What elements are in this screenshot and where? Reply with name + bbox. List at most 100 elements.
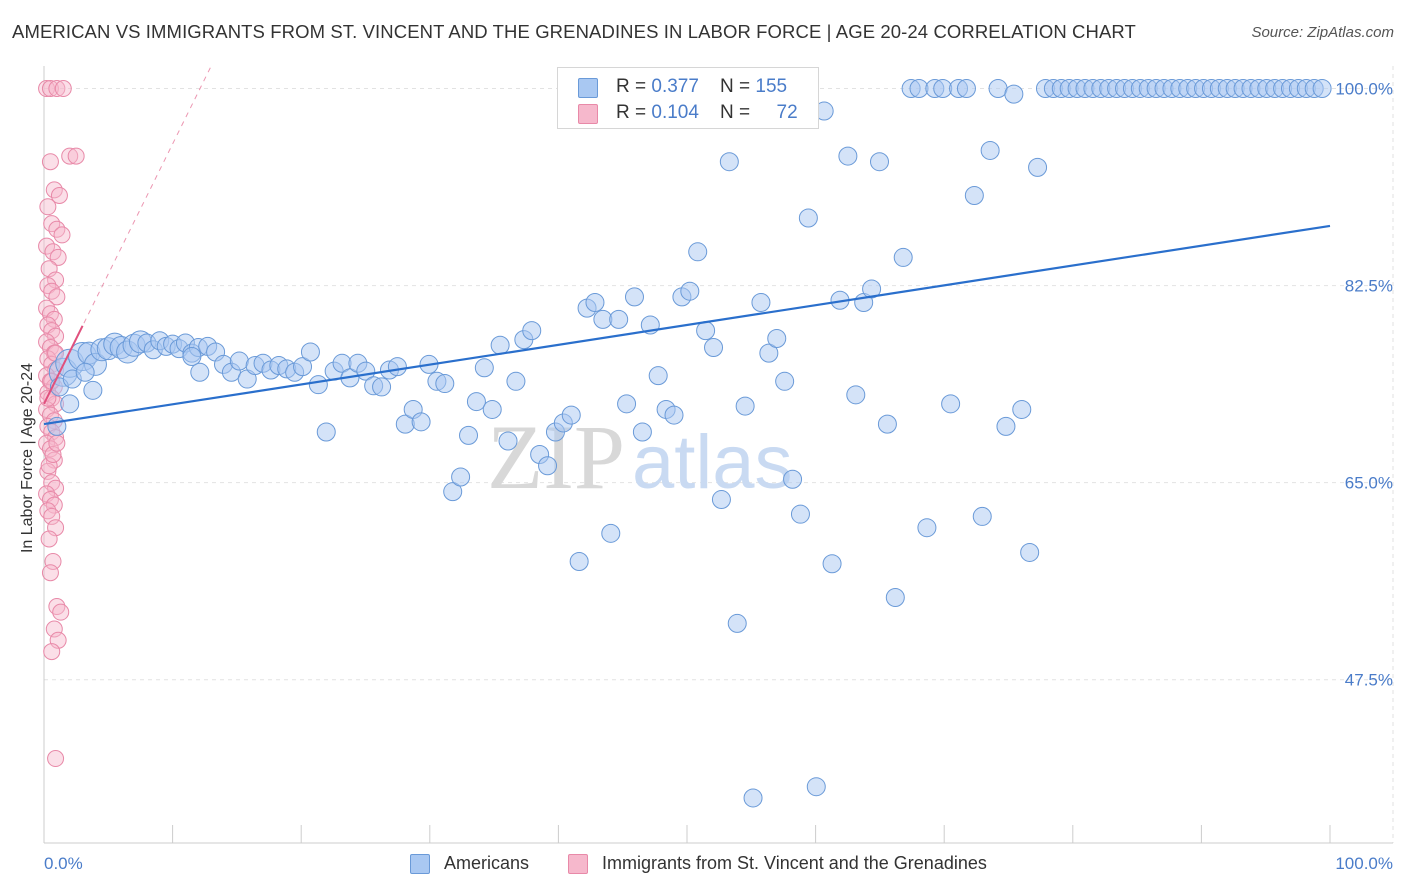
legend-n-label: N = xyxy=(720,76,756,97)
legend-r-label: R = xyxy=(616,102,652,123)
point-americans xyxy=(83,380,103,400)
legend-series: Americans Immigrants from St. Vincent an… xyxy=(0,852,1406,878)
point-immigrants xyxy=(44,552,62,570)
legend-r-value: 0.377 xyxy=(651,76,699,97)
point-immigrants xyxy=(38,237,56,255)
legend-r-label: R = xyxy=(616,76,652,97)
americans-points xyxy=(47,79,1332,808)
point-americans xyxy=(182,347,202,367)
point-americans xyxy=(806,777,826,797)
point-immigrants xyxy=(41,564,59,582)
point-americans xyxy=(846,385,866,405)
point-americans xyxy=(1020,542,1040,562)
y-axis-label: In Labor Force | Age 20-24 xyxy=(19,362,36,554)
point-americans xyxy=(775,371,795,391)
legend-r-value: 0.104 xyxy=(651,102,699,123)
point-americans xyxy=(751,292,771,312)
point-americans xyxy=(316,422,336,442)
point-americans xyxy=(735,396,755,416)
point-americans xyxy=(75,362,95,382)
point-americans xyxy=(680,281,700,301)
point-americans xyxy=(956,79,976,99)
point-americans xyxy=(885,588,905,608)
point-americans xyxy=(783,469,803,489)
y-tick-label: 47.5% xyxy=(1345,671,1393,690)
point-americans xyxy=(838,146,858,166)
legend-label-immigrants: Immigrants from St. Vincent and the Gren… xyxy=(602,853,987,873)
trend-line-immigrants xyxy=(43,325,84,405)
point-americans xyxy=(862,279,882,299)
point-americans xyxy=(1012,399,1032,419)
legend-text-americans: R = 0.377 N = 155 xyxy=(616,76,787,98)
point-americans xyxy=(411,412,431,432)
point-americans xyxy=(308,375,328,395)
point-americans xyxy=(443,482,463,502)
point-immigrants xyxy=(45,310,63,328)
point-americans xyxy=(593,309,613,329)
point-immigrants xyxy=(49,248,67,266)
point-immigrants xyxy=(44,446,62,463)
legend-text-immigrants: R = 0.104 N = 72 xyxy=(616,102,798,124)
y-tick-label: 82.5% xyxy=(1345,277,1393,296)
point-americans xyxy=(1312,79,1332,99)
point-immigrants xyxy=(48,288,66,306)
point-immigrants xyxy=(47,750,65,768)
legend-n-label: N = xyxy=(720,102,756,123)
point-americans xyxy=(877,414,897,434)
chart-title: AMERICAN VS IMMIGRANTS FROM ST. VINCENT … xyxy=(12,21,1136,42)
point-immigrants xyxy=(39,462,57,480)
source-note: Source: ZipAtlas.com xyxy=(1251,24,1394,41)
point-americans xyxy=(933,79,953,99)
point-immigrants xyxy=(40,530,58,548)
point-americans xyxy=(387,357,407,377)
point-americans xyxy=(451,467,471,487)
point-immigrants xyxy=(40,457,58,475)
point-americans xyxy=(498,431,518,451)
point-americans xyxy=(822,554,842,574)
point-americans xyxy=(798,208,818,228)
point-immigrants xyxy=(53,226,71,244)
point-americans xyxy=(648,366,668,386)
trend-lines xyxy=(43,65,1331,426)
point-immigrants xyxy=(52,603,70,621)
point-americans xyxy=(664,405,684,425)
point-immigrants xyxy=(50,187,68,204)
point-americans xyxy=(996,416,1016,436)
point-americans xyxy=(790,504,810,524)
point-americans xyxy=(190,362,210,382)
point-americans xyxy=(696,321,716,341)
point-americans xyxy=(869,152,889,172)
point-americans xyxy=(1028,157,1048,177)
point-americans xyxy=(711,490,731,510)
point-americans xyxy=(727,613,747,633)
legend-label-americans: Americans xyxy=(444,853,530,873)
point-americans xyxy=(372,377,392,397)
point-americans xyxy=(601,523,621,543)
x-tick-label: 100.0% xyxy=(1335,854,1393,873)
point-americans xyxy=(1004,84,1024,104)
point-americans xyxy=(435,374,455,394)
point-americans xyxy=(980,140,1000,160)
point-immigrants xyxy=(43,507,61,525)
x-tick-labels: 0.0% 100.0% xyxy=(44,854,1393,873)
point-americans xyxy=(569,551,589,571)
legend-swatch-americans xyxy=(578,78,598,98)
point-immigrants xyxy=(43,643,61,661)
point-immigrants xyxy=(39,198,57,216)
point-immigrants xyxy=(61,147,79,165)
y-tick-label: 65.0% xyxy=(1345,474,1393,493)
point-americans xyxy=(972,506,992,526)
point-immigrants xyxy=(41,80,59,98)
watermark: ZIP atlas xyxy=(487,406,793,508)
point-americans xyxy=(538,456,558,476)
y-tick-label: 100.0% xyxy=(1335,80,1393,99)
point-americans xyxy=(704,338,724,358)
point-americans xyxy=(941,394,961,414)
point-americans xyxy=(988,79,1008,99)
legend-n-value: 155 xyxy=(755,76,788,97)
point-immigrants xyxy=(45,620,63,638)
point-immigrants xyxy=(54,80,72,98)
point-americans xyxy=(743,788,763,808)
point-immigrants xyxy=(47,327,65,345)
point-americans xyxy=(60,394,80,414)
